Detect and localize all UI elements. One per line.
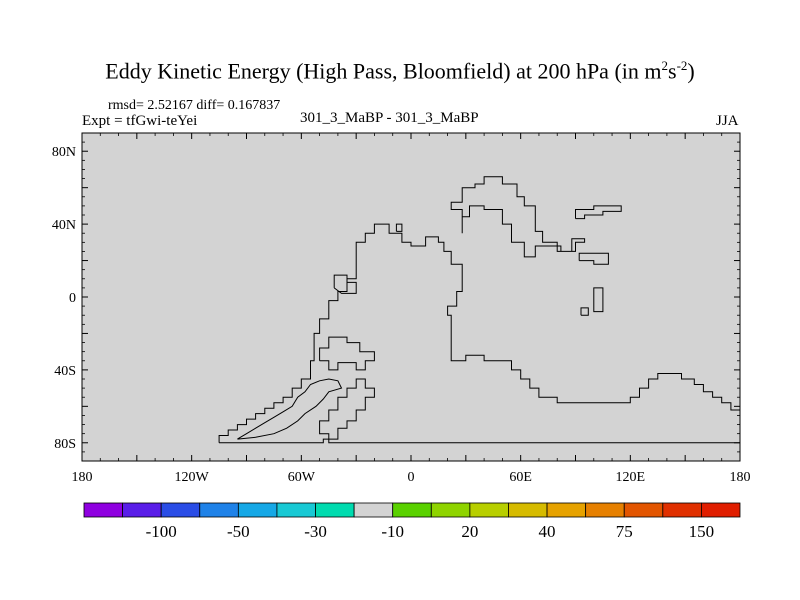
x-tick-label: 180 bbox=[72, 470, 93, 485]
colorbar-box bbox=[585, 502, 625, 518]
y-tick-label: 80S bbox=[54, 437, 76, 452]
x-tick-label: 0 bbox=[408, 470, 415, 485]
x-tick-label: 120E bbox=[616, 470, 646, 485]
colorbar-label: -30 bbox=[304, 522, 327, 541]
y-tick-label: 40N bbox=[52, 218, 76, 233]
chart-title-sup2: -2 bbox=[676, 58, 688, 73]
colorbar-label: 150 bbox=[689, 522, 715, 541]
colorbar-box bbox=[199, 502, 239, 518]
coastline-small-island-w bbox=[333, 274, 357, 294]
map-field bbox=[82, 133, 740, 461]
colorbar-box bbox=[469, 502, 509, 518]
colorbar-box bbox=[237, 502, 278, 518]
colorbar-box bbox=[392, 502, 432, 518]
coastline-inner-lake-b bbox=[319, 336, 375, 371]
coastline-western-continent bbox=[218, 223, 741, 444]
y-tick-label: 40S bbox=[54, 364, 76, 379]
colorbar-box bbox=[662, 502, 702, 518]
axis-layer: 180 120W 60W 0 60E 120E 180 80N 40N 0 40S 80S bbox=[52, 132, 751, 485]
y-tick-label: 80N bbox=[52, 145, 76, 160]
colorbar-label: 75 bbox=[616, 522, 633, 541]
colorbar-box bbox=[276, 502, 316, 518]
chart-title-mid: s bbox=[668, 58, 677, 84]
chart-title-main: Eddy Kinetic Energy (High Pass, Bloomfie… bbox=[105, 58, 662, 84]
coastline-west-offshore bbox=[395, 223, 403, 232]
colorbar-label: -10 bbox=[381, 522, 404, 541]
colorbar-label: 20 bbox=[461, 522, 478, 541]
coastline-east-island-b bbox=[580, 307, 589, 316]
colorbar-box bbox=[122, 502, 162, 518]
colorbar-label: -50 bbox=[227, 522, 250, 541]
x-tick-label: 60W bbox=[288, 470, 316, 485]
y-tick-label: 0 bbox=[69, 291, 76, 306]
map-layer bbox=[82, 133, 740, 461]
x-tick-label: 180 bbox=[730, 470, 751, 485]
coastline-layer bbox=[218, 176, 741, 444]
coastline-east-island-a bbox=[593, 287, 604, 313]
season-label: JJA bbox=[716, 113, 739, 129]
colorbar: -100 -50 -30 -10 20 40 75 150 bbox=[83, 502, 741, 541]
colorbar-box bbox=[546, 502, 587, 518]
chart-title: Eddy Kinetic Energy (High Pass, Bloomfie… bbox=[0, 58, 800, 84]
comparison-label: 301_3_MaBP - 301_3_MaBP bbox=[300, 110, 479, 126]
x-tick-label: 60E bbox=[509, 470, 532, 485]
coastline-northeast-strip bbox=[575, 205, 622, 220]
experiment-label: Expt = tfGwi-teYei bbox=[82, 113, 198, 129]
colorbar-box bbox=[701, 502, 741, 518]
coastline-east-segment bbox=[578, 252, 609, 265]
colorbar-box bbox=[83, 502, 123, 518]
x-tick-label: 120W bbox=[175, 470, 210, 485]
colorbar-box bbox=[430, 502, 471, 518]
colorbar-label: -100 bbox=[146, 522, 177, 541]
colorbar-box bbox=[623, 502, 664, 518]
colorbar-box bbox=[508, 502, 548, 518]
stats-label: rmsd= 2.52167 diff= 0.167837 bbox=[108, 98, 281, 113]
coastline-inner-lake-a bbox=[237, 378, 343, 440]
colorbar-box bbox=[160, 502, 201, 518]
colorbar-label: 40 bbox=[539, 522, 556, 541]
chart-title-end: ) bbox=[687, 58, 695, 84]
colorbar-box bbox=[353, 502, 394, 518]
coastline-northern-loop bbox=[450, 176, 586, 258]
chart-title-sup1: 2 bbox=[661, 58, 669, 73]
colorbar-box bbox=[315, 502, 355, 518]
